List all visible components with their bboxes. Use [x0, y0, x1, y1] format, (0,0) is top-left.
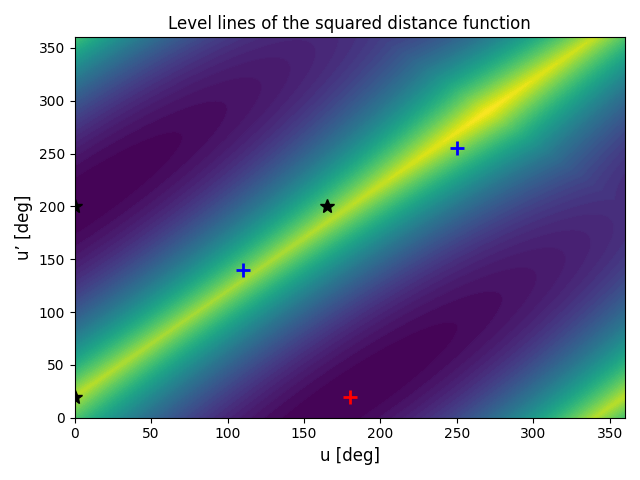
Title: Level lines of the squared distance function: Level lines of the squared distance func… [168, 15, 531, 33]
X-axis label: u [deg]: u [deg] [320, 447, 380, 465]
Y-axis label: u’ [deg]: u’ [deg] [15, 195, 33, 260]
